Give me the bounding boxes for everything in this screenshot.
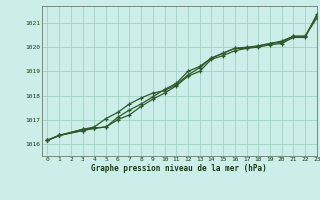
X-axis label: Graphe pression niveau de la mer (hPa): Graphe pression niveau de la mer (hPa) [91, 164, 267, 173]
